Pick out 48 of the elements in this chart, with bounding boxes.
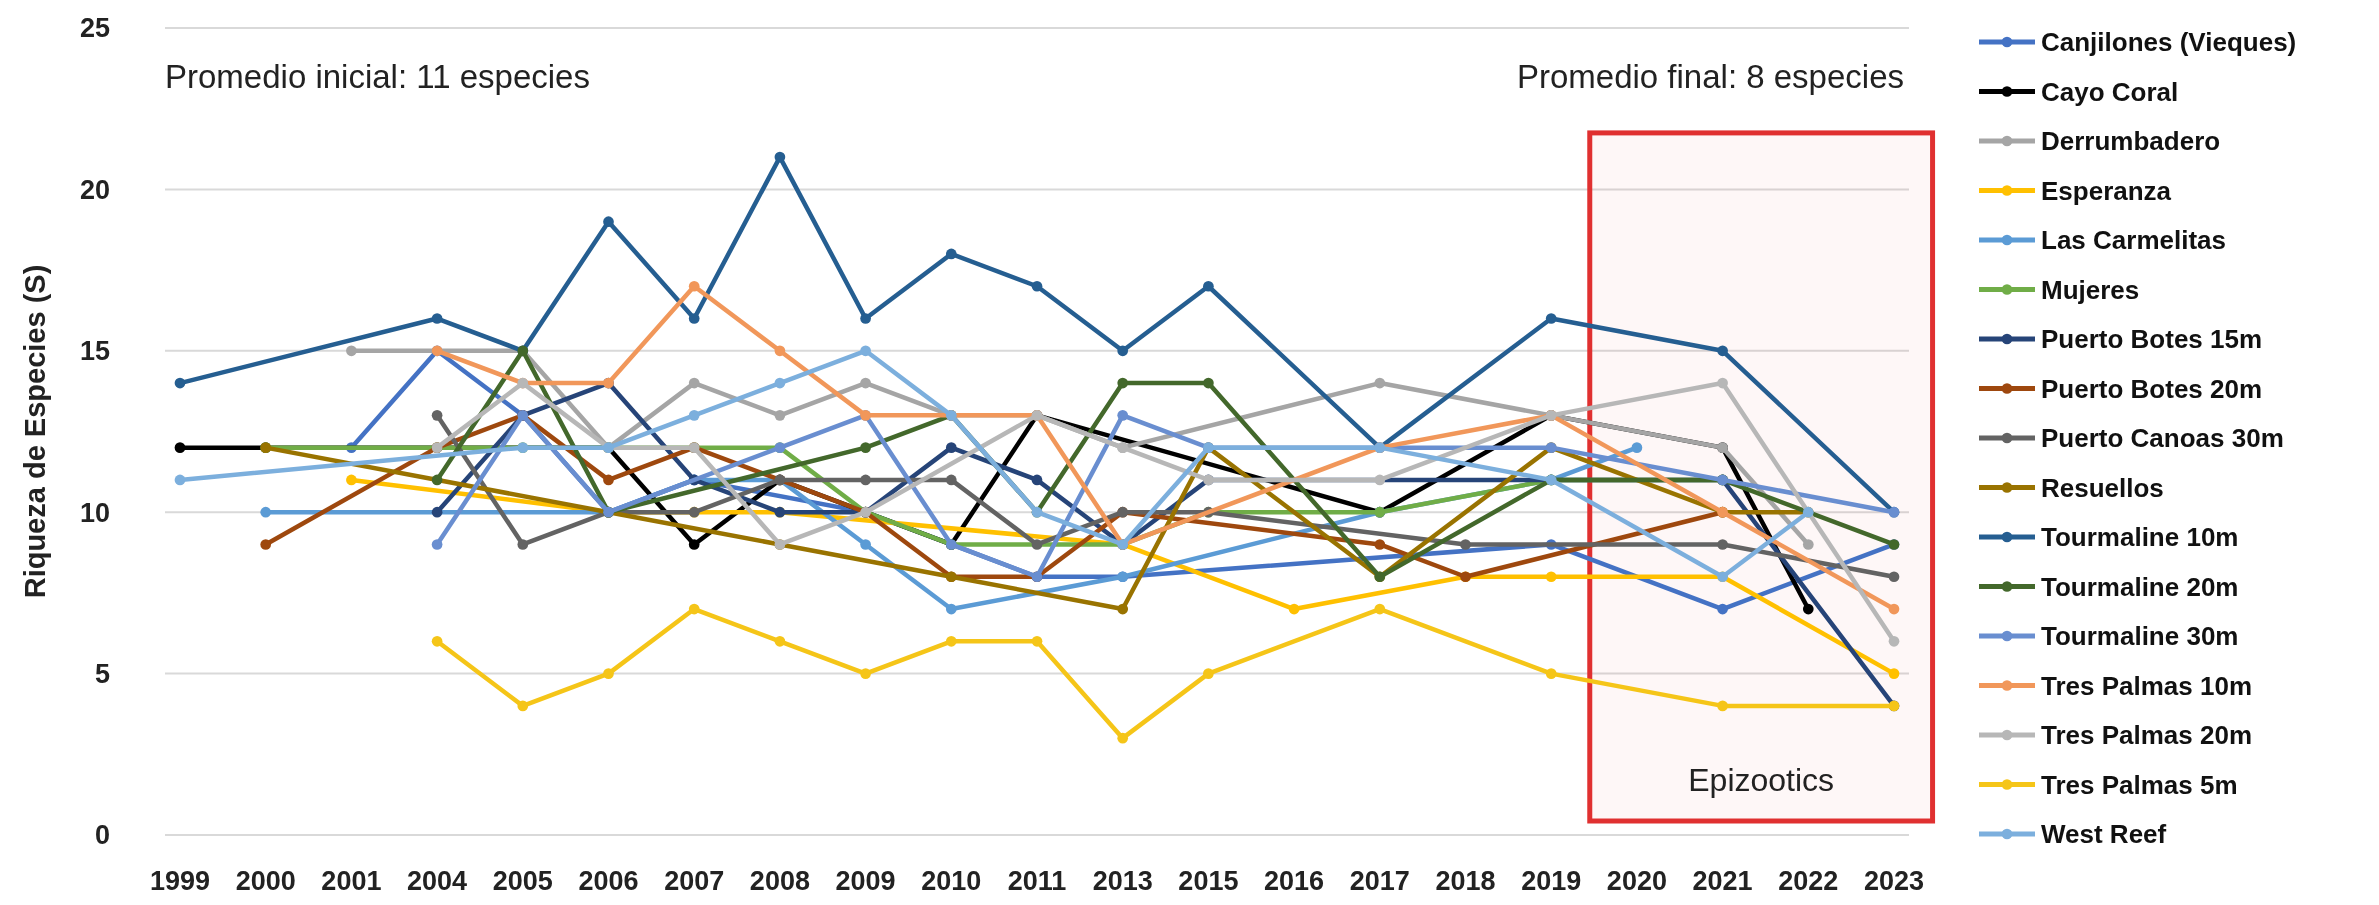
x-tick-label: 2005 bbox=[492, 866, 553, 896]
x-tick-label: 2016 bbox=[1264, 866, 1325, 896]
legend-label: Tourmaline 30m bbox=[2041, 621, 2239, 652]
legend-label: Derrumbadero bbox=[2041, 126, 2221, 157]
x-tick-label: 1999 bbox=[149, 866, 211, 896]
legend-label: Cayo Coral bbox=[2041, 76, 2179, 107]
x-tick-label: 2022 bbox=[1778, 866, 1839, 896]
x-tick-label: 2008 bbox=[749, 866, 810, 896]
x-tick-label: 2023 bbox=[1863, 866, 1925, 896]
x-tick-label: 2015 bbox=[1178, 866, 1239, 896]
x-tick-label: 2017 bbox=[1349, 866, 1410, 896]
y-tick-label: 20 bbox=[79, 174, 110, 205]
x-tick-label: 2004 bbox=[407, 866, 468, 896]
legend-label: Tourmaline 20m bbox=[2041, 571, 2239, 602]
y-tick-label: 15 bbox=[79, 336, 110, 367]
legend-label: Esperanza bbox=[2041, 175, 2172, 206]
x-tick-label: 2019 bbox=[1521, 866, 1582, 896]
y-tick-label: 5 bbox=[94, 659, 110, 690]
legend-label: West Reef bbox=[2041, 819, 2167, 850]
x-tick-label: 2006 bbox=[578, 866, 639, 896]
x-tick-label: 2001 bbox=[321, 866, 382, 896]
legend-label: Tres Palmas 10m bbox=[2041, 670, 2253, 701]
annotation: Promedio inicial: 11 especies bbox=[165, 58, 590, 95]
x-tick-label: 2007 bbox=[664, 866, 725, 896]
x-tick-label: 2010 bbox=[921, 866, 982, 896]
y-tick-label: 25 bbox=[79, 13, 110, 44]
x-tick-label: 2000 bbox=[235, 866, 296, 896]
y-tick-label: 10 bbox=[79, 497, 110, 528]
legend-label: Tres Palmas 20m bbox=[2041, 720, 2253, 751]
x-tick-label: 2009 bbox=[835, 866, 896, 896]
legend-label: Puerto Botes 15m bbox=[2041, 324, 2263, 355]
legend-label: Puerto Canoas 30m bbox=[2041, 423, 2284, 454]
y-tick-label: 0 bbox=[94, 820, 110, 851]
legend-label: Puerto Botes 20m bbox=[2041, 373, 2263, 404]
legend-label: Las Carmelitas bbox=[2041, 225, 2226, 256]
annotation: Promedio final: 8 especies bbox=[1516, 58, 1904, 95]
legend-label: Resuellos bbox=[2041, 472, 2164, 503]
legend-label: Tourmaline 10m bbox=[2041, 522, 2239, 553]
x-tick-label: 2013 bbox=[1092, 866, 1153, 896]
legend-label: Canjilones (Vieques) bbox=[2041, 27, 2297, 58]
x-tick-label: 2020 bbox=[1606, 866, 1667, 896]
x-tick-label: 2018 bbox=[1435, 866, 1496, 896]
legend-label: Tres Palmas 5m bbox=[2041, 769, 2238, 800]
legend-label: Mujeres bbox=[2041, 274, 2140, 305]
x-tick-label: 2011 bbox=[1007, 866, 1067, 896]
x-tick-label: 2021 bbox=[1692, 866, 1753, 896]
y-axis-title: Riqueza de Especies (S) bbox=[19, 264, 51, 599]
band-label: Epizootics bbox=[1688, 762, 1835, 798]
